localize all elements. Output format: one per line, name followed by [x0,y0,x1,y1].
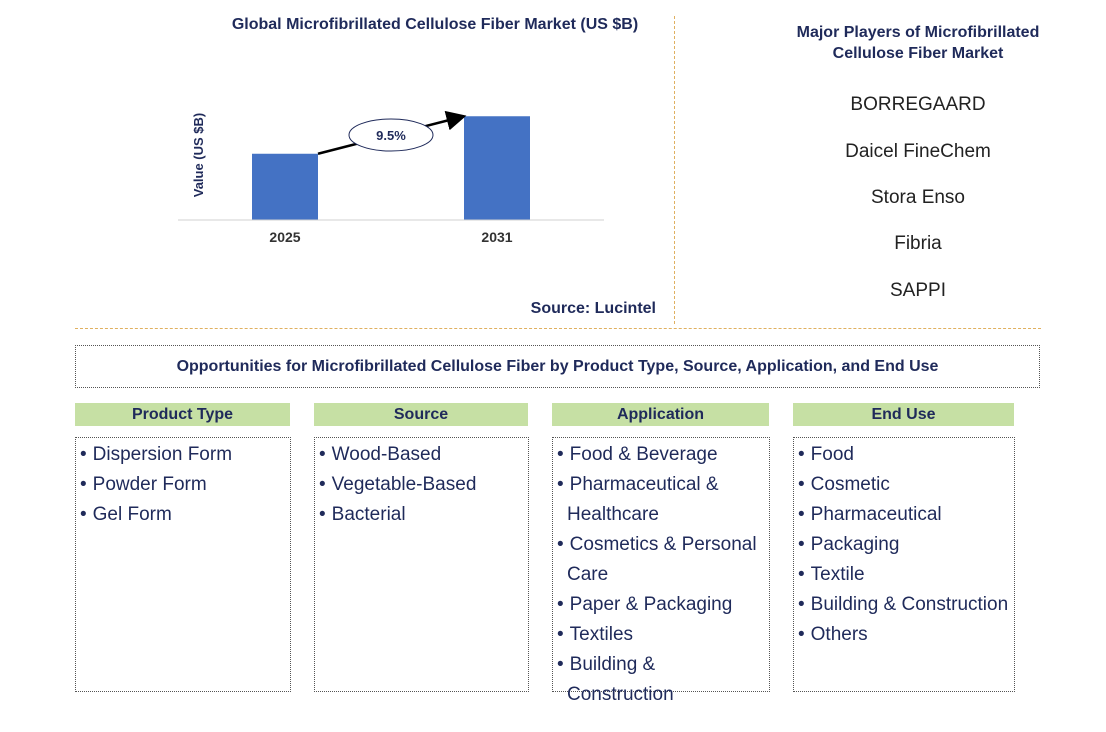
player-item: Stora Enso [871,187,965,208]
list-item: Powder Form [80,470,286,500]
product-type-list-box: Dispersion Form Powder Form Gel Form [75,437,291,692]
list-item: Building & Construction [557,650,765,710]
list-item: Dispersion Form [80,440,286,470]
list-item: Food & Beverage [557,440,765,470]
cagr-label: 9.5% [376,128,406,143]
bar [252,153,318,220]
category-header-application: Application [552,403,769,426]
x-tick-label: 2025 [269,229,300,245]
list-item: Building & Construction [798,590,1010,620]
list-item: Others [798,620,1010,650]
list-item: Cosmetics & Personal Care [557,530,765,590]
list-item: Gel Form [80,500,286,530]
end-use-list-box: Food Cosmetic Pharmaceutical Packaging T… [793,437,1015,692]
list-item: Textile [798,560,1010,590]
player-item: BORREGAARD [850,94,986,115]
list-item: Paper & Packaging [557,590,765,620]
player-item: Fibria [894,233,942,254]
list-item: Bacterial [319,500,524,530]
category-header-product-type: Product Type [75,403,290,426]
list-item: Vegetable-Based [319,470,524,500]
list-item: Cosmetic [798,470,1010,500]
bar-chart: Value (US $B) 2025 2031 9.5% [178,110,604,245]
horizontal-divider [75,328,1041,329]
bar [464,116,530,220]
player-item: SAPPI [890,280,946,301]
player-item: Daicel FineChem [845,141,991,162]
list-item: Food [798,440,1010,470]
application-list-box: Food & Beverage Pharmaceutical & Healthc… [552,437,770,705]
list-item: Wood-Based [319,440,524,470]
list-item: Pharmaceutical [798,500,1010,530]
source-list-box: Wood-Based Vegetable-Based Bacterial [314,437,529,692]
list-item: Textiles [557,620,765,650]
cagr-ellipse [348,118,434,152]
vertical-divider [674,16,675,324]
players-title: Major Players of Microfibrillated Cellul… [796,24,1040,62]
x-tick-label: 2031 [481,229,512,245]
category-header-source: Source [314,403,528,426]
y-axis-label: Value (US $B) [191,113,206,198]
chart-title: Global Microfibrillated Cellulose Fiber … [231,16,639,33]
opportunities-title: Opportunities for Microfibrillated Cellu… [75,345,1040,388]
list-item: Pharmaceutical & Healthcare [557,470,765,530]
category-header-end-use: End Use [793,403,1014,426]
list-item: Packaging [798,530,1010,560]
source-label: Source: Lucintel [530,300,656,317]
